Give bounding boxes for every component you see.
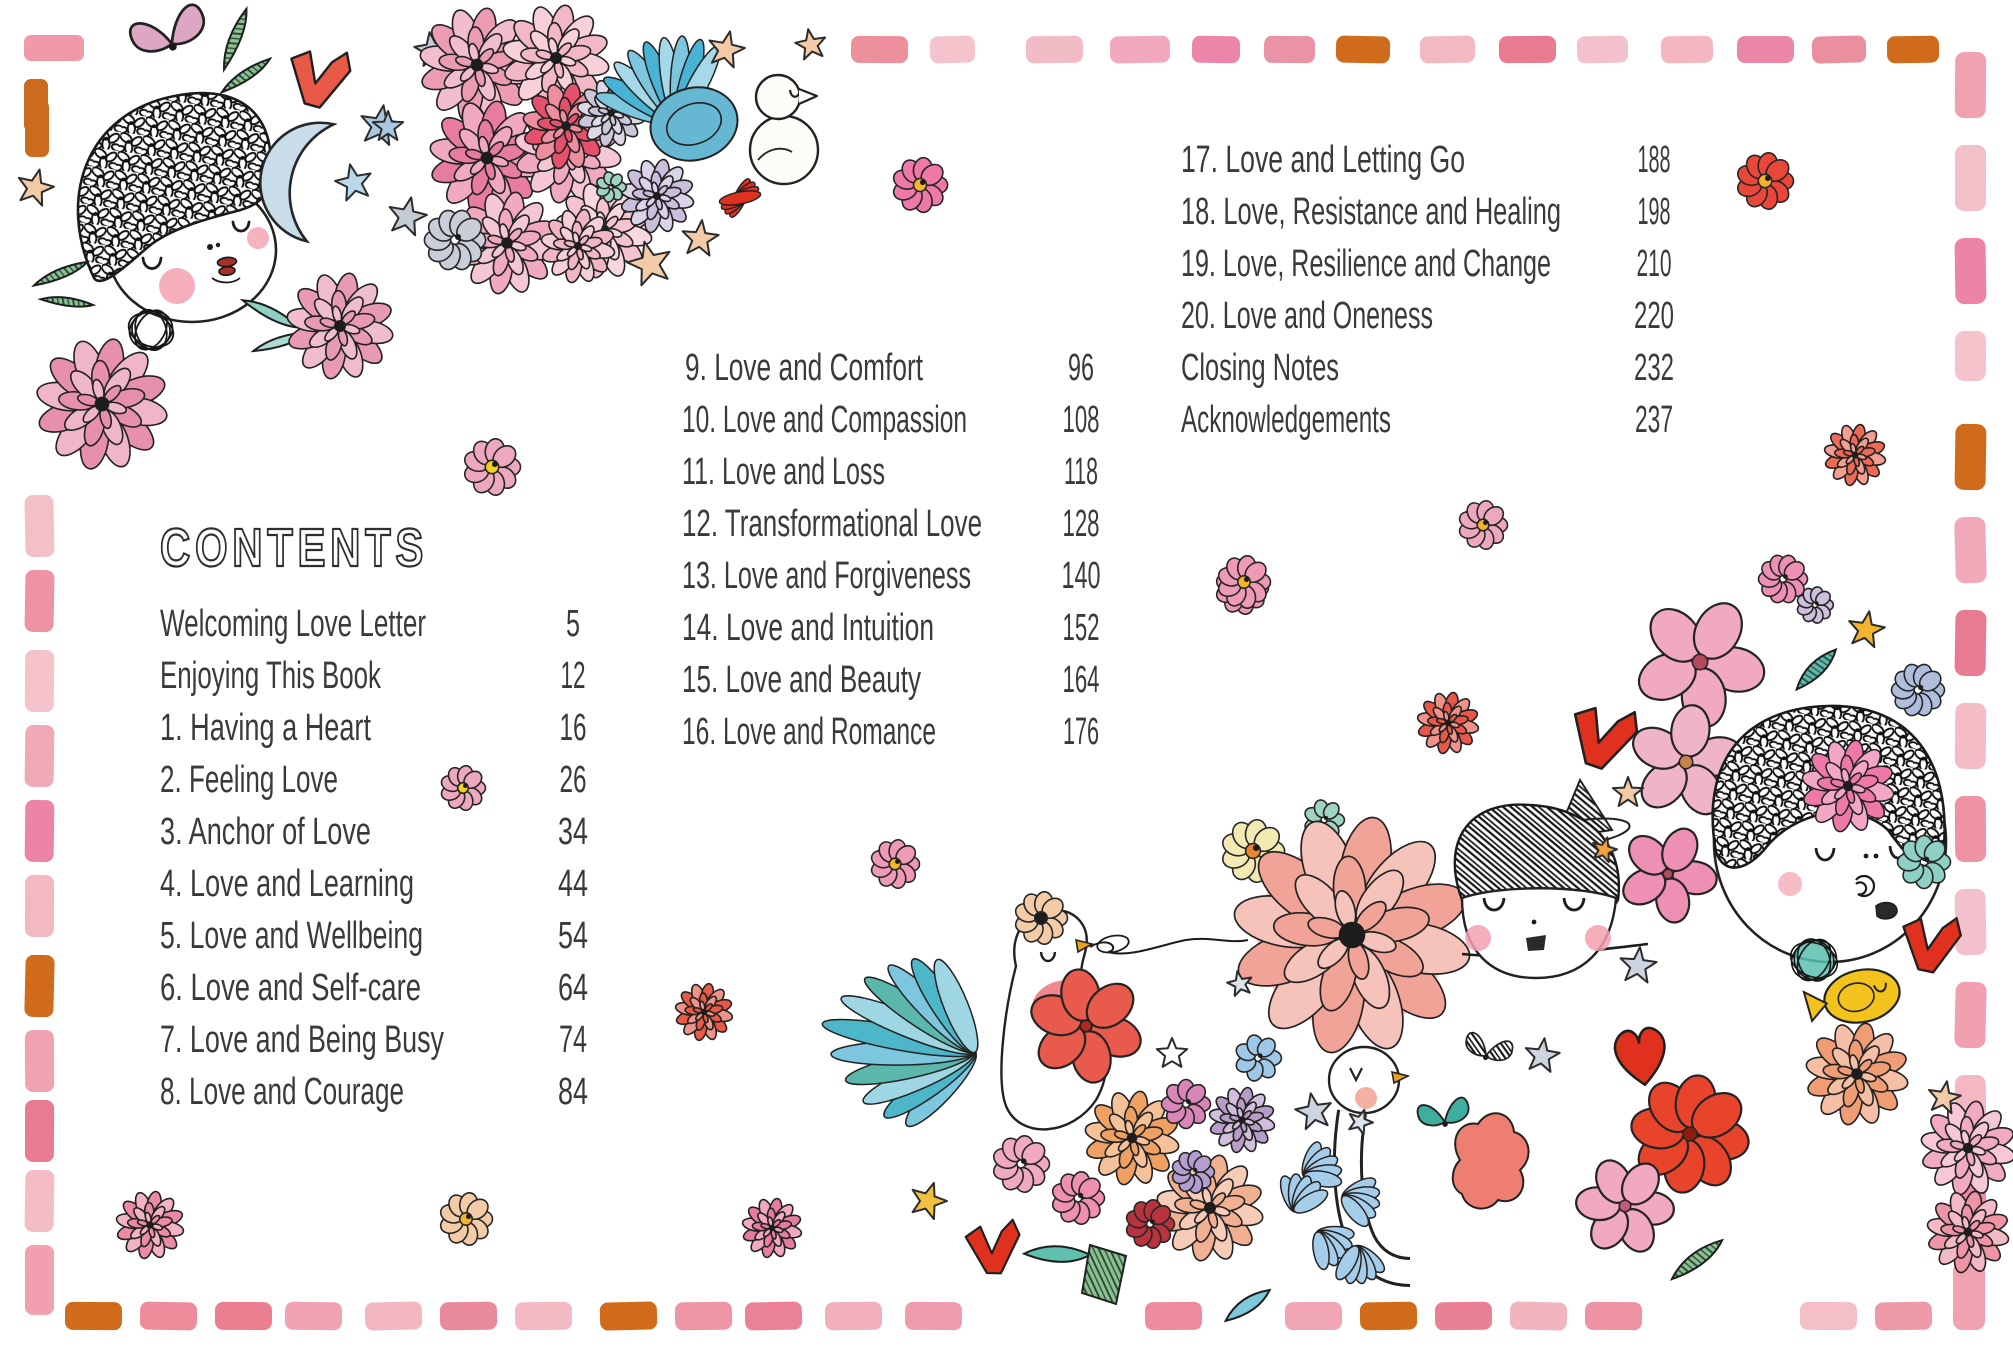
svg-text:16: 16 bbox=[560, 707, 587, 749]
svg-text:11. Love and Loss: 11. Love and Loss bbox=[682, 451, 885, 493]
svg-text:74: 74 bbox=[559, 1019, 587, 1061]
svg-text:54: 54 bbox=[558, 915, 588, 957]
svg-text:152: 152 bbox=[1063, 607, 1100, 649]
svg-text:210: 210 bbox=[1637, 243, 1672, 285]
svg-text:19. Love, Resilience and Chang: 19. Love, Resilience and Change bbox=[1181, 243, 1551, 285]
svg-text:4. Love and Learning: 4. Love and Learning bbox=[160, 863, 414, 905]
svg-text:237: 237 bbox=[1635, 399, 1673, 441]
svg-text:188: 188 bbox=[1638, 139, 1671, 181]
svg-text:26: 26 bbox=[560, 759, 587, 801]
svg-text:5: 5 bbox=[566, 603, 580, 645]
svg-text:44: 44 bbox=[558, 863, 588, 905]
svg-text:9. Love and Comfort: 9. Love and Comfort bbox=[685, 347, 923, 389]
svg-text:220: 220 bbox=[1634, 295, 1674, 337]
svg-text:96: 96 bbox=[1068, 347, 1094, 389]
svg-text:18. Love, Resistance and Heali: 18. Love, Resistance and Healing bbox=[1181, 191, 1561, 233]
svg-text:6. Love and Self-care: 6. Love and Self-care bbox=[160, 967, 421, 1009]
svg-text:13. Love and Forgiveness: 13. Love and Forgiveness bbox=[682, 555, 971, 597]
svg-text:3. Anchor of Love: 3. Anchor of Love bbox=[160, 811, 371, 853]
svg-text:7. Love and Being Busy: 7. Love and Being Busy bbox=[160, 1019, 444, 1061]
svg-text:108: 108 bbox=[1063, 399, 1100, 441]
svg-text:176: 176 bbox=[1063, 711, 1099, 753]
svg-text:232: 232 bbox=[1634, 347, 1674, 389]
svg-text:140: 140 bbox=[1062, 555, 1101, 597]
svg-text:10. Love and Compassion: 10. Love and Compassion bbox=[682, 399, 967, 441]
svg-text:Acknowledgements: Acknowledgements bbox=[1181, 399, 1391, 441]
svg-text:128: 128 bbox=[1063, 503, 1100, 545]
svg-text:Closing Notes: Closing Notes bbox=[1181, 347, 1339, 389]
svg-text:Welcoming Love Letter: Welcoming Love Letter bbox=[160, 603, 426, 645]
svg-text:16. Love and Romance: 16. Love and Romance bbox=[682, 711, 936, 753]
svg-text:84: 84 bbox=[558, 1071, 588, 1113]
svg-text:5. Love and Wellbeing: 5. Love and Wellbeing bbox=[160, 915, 423, 957]
svg-text:Enjoying This Book: Enjoying This Book bbox=[160, 655, 382, 697]
svg-text:20. Love and Oneness: 20. Love and Oneness bbox=[1181, 295, 1433, 337]
svg-text:198: 198 bbox=[1638, 191, 1671, 233]
svg-text:CONTENTS: CONTENTS bbox=[160, 518, 428, 578]
svg-text:164: 164 bbox=[1063, 659, 1100, 701]
svg-text:15. Love and Beauty: 15. Love and Beauty bbox=[682, 659, 921, 701]
svg-text:2. Feeling Love: 2. Feeling Love bbox=[160, 759, 338, 801]
svg-text:17. Love and Letting Go: 17. Love and Letting Go bbox=[1181, 139, 1465, 181]
svg-text:118: 118 bbox=[1064, 451, 1098, 493]
svg-text:14. Love and Intuition: 14. Love and Intuition bbox=[682, 607, 934, 649]
svg-text:12. Transformational Love: 12. Transformational Love bbox=[682, 503, 982, 545]
svg-text:64: 64 bbox=[558, 967, 588, 1009]
svg-text:8. Love and Courage: 8. Love and Courage bbox=[160, 1071, 404, 1113]
svg-text:12: 12 bbox=[561, 655, 586, 697]
svg-text:1. Having a Heart: 1. Having a Heart bbox=[160, 707, 371, 749]
svg-text:34: 34 bbox=[558, 811, 588, 853]
